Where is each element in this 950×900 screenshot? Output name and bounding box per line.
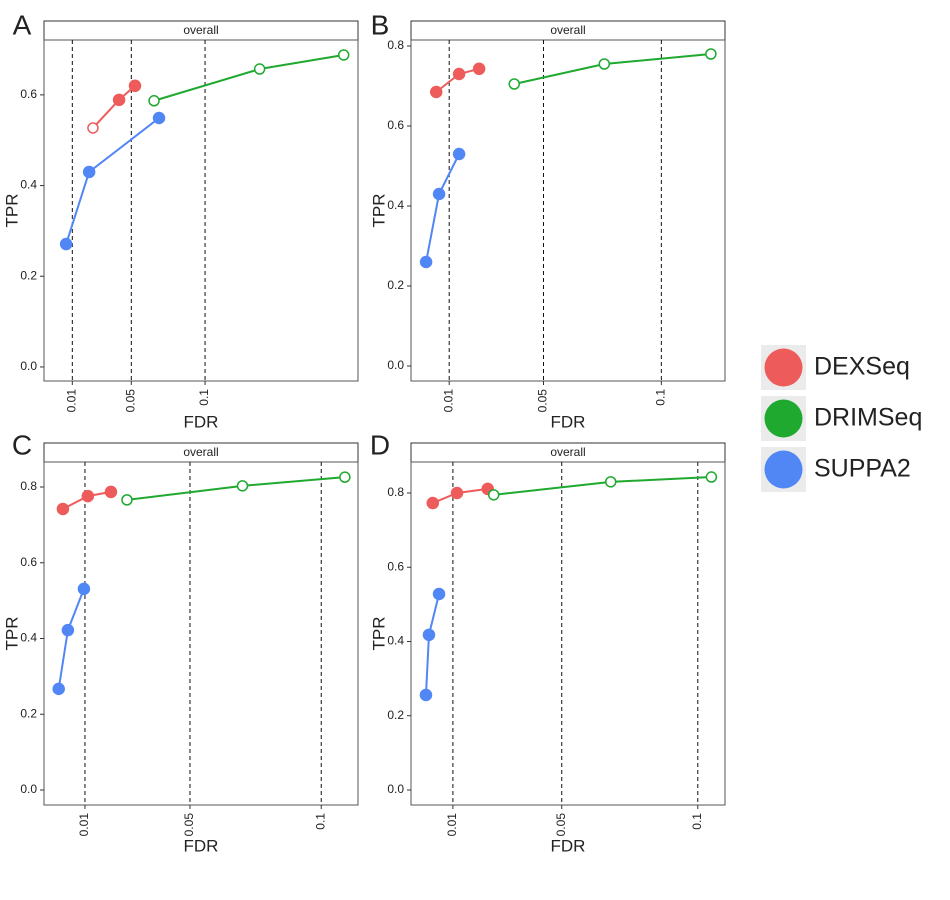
y-tick-label: 0.2 — [387, 708, 404, 722]
point — [422, 628, 436, 642]
legend-swatch — [764, 450, 803, 489]
point — [56, 502, 70, 516]
x-axis-label: FDR — [184, 836, 219, 855]
y-axis-label: TPR — [2, 194, 21, 228]
point — [77, 582, 91, 596]
point — [432, 587, 446, 601]
point — [104, 485, 118, 499]
x-axis-label: FDR — [551, 412, 586, 431]
x-tick-label: 0.01 — [77, 813, 91, 837]
legend-swatch — [764, 348, 803, 387]
y-tick-label: 0.4 — [387, 634, 404, 648]
point — [59, 237, 73, 251]
point — [487, 489, 500, 501]
y-tick-label: 0.8 — [20, 479, 37, 493]
x-tick-label: 0.1 — [654, 389, 668, 406]
point — [61, 623, 75, 637]
strip-title: overall — [550, 23, 585, 37]
y-axis-label: TPR — [2, 617, 21, 651]
plot-area — [410, 461, 726, 806]
point — [429, 85, 443, 99]
point — [148, 95, 160, 107]
point — [339, 471, 351, 483]
legend-swatch — [764, 399, 803, 438]
point — [152, 111, 166, 125]
panel-letter: D — [370, 429, 390, 460]
x-tick-label: 0.05 — [123, 389, 137, 413]
point — [432, 187, 446, 201]
x-axis-label: FDR — [551, 836, 586, 855]
panel-letter: B — [371, 9, 390, 40]
x-tick-label: 0.05 — [182, 813, 196, 837]
plot-area — [410, 39, 726, 382]
panel-letter: C — [12, 429, 32, 460]
point — [419, 255, 433, 269]
x-tick-label: 0.1 — [313, 813, 327, 830]
x-tick-label: 0.1 — [197, 389, 211, 406]
y-tick-label: 0.6 — [20, 555, 37, 569]
x-tick-label: 0.05 — [536, 389, 550, 413]
point — [81, 489, 95, 503]
y-tick-label: 0.6 — [20, 87, 37, 101]
point — [253, 63, 266, 75]
y-tick-label: 0.2 — [387, 278, 404, 292]
panel-letter: A — [13, 9, 32, 40]
x-tick-label: 0.01 — [64, 389, 78, 413]
y-tick-label: 0.0 — [387, 358, 404, 372]
legend-label: DEXSeq — [814, 353, 910, 381]
y-tick-label: 0.4 — [20, 631, 37, 645]
point — [705, 48, 717, 60]
point — [112, 93, 126, 107]
point — [426, 496, 440, 510]
strip-title: overall — [183, 23, 218, 37]
point — [450, 486, 464, 500]
point — [705, 471, 718, 483]
y-axis-label: TPR — [369, 194, 388, 228]
point — [337, 49, 350, 61]
y-axis-label: TPR — [369, 617, 388, 651]
point — [604, 476, 617, 488]
y-tick-label: 0.8 — [387, 485, 404, 499]
y-tick-label: 0.8 — [387, 38, 404, 52]
point — [452, 67, 466, 81]
y-tick-label: 0.2 — [20, 706, 37, 720]
point — [508, 78, 521, 90]
plot-area — [43, 39, 359, 382]
legend-label: SUPPA2 — [814, 455, 911, 483]
point — [82, 165, 96, 179]
y-tick-label: 0.0 — [387, 782, 404, 796]
point — [419, 688, 433, 702]
y-tick-label: 0.0 — [20, 782, 37, 796]
strip-title: overall — [550, 445, 585, 459]
point — [87, 122, 99, 134]
x-tick-label: 0.1 — [690, 813, 704, 830]
strip-title: overall — [183, 445, 218, 459]
point — [452, 147, 466, 161]
y-tick-label: 0.6 — [387, 559, 404, 573]
point — [128, 79, 142, 93]
y-tick-label: 0.6 — [387, 118, 404, 132]
y-tick-label: 0.4 — [387, 198, 404, 212]
point — [52, 682, 65, 696]
x-tick-label: 0.01 — [445, 813, 459, 837]
y-tick-label: 0.4 — [20, 178, 37, 192]
point — [472, 62, 486, 76]
point — [598, 58, 611, 70]
x-tick-label: 0.01 — [441, 389, 455, 413]
plot-area — [43, 461, 359, 806]
y-tick-label: 0.0 — [20, 359, 37, 373]
point — [236, 480, 249, 492]
y-tick-label: 0.2 — [20, 268, 37, 282]
legend-label: DRIMSeq — [814, 404, 922, 432]
point — [121, 494, 133, 506]
x-axis-label: FDR — [184, 412, 219, 431]
x-tick-label: 0.05 — [554, 813, 568, 837]
